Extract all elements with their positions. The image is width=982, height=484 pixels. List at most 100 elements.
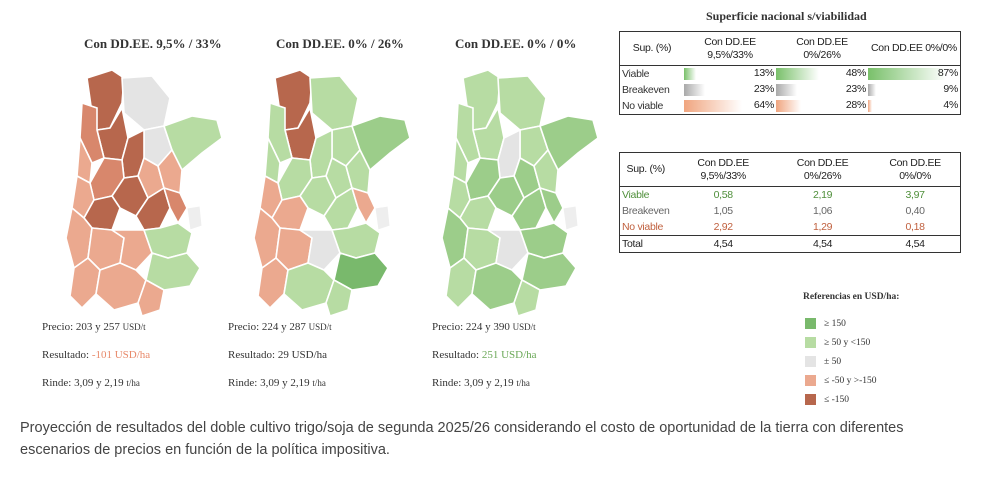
map-region-16 [162,186,188,225]
map-stats-1: Precio: 203 y 257 USD/t Resultado: -101 … [42,321,151,389]
map-title-1: Con DD.EE. 9,5% / 33% [84,36,222,51]
table2-cell: 0,40 [905,205,925,217]
map-neighbor [186,205,203,231]
table1-bar-cell: 48% [776,66,868,83]
map-2 [253,69,411,318]
viability-area-table: Sup. (%) Con DD.EE 9,5%/33% Con DD.EE 0%… [619,152,961,253]
table2-cell: 4,54 [905,238,925,250]
legend-label: ≤ -150 [824,394,850,405]
table2-col-1: Con DD.EE 9,5%/33% [697,157,749,182]
legend-item: ≤ -50 y >-150 [805,371,877,390]
map-region-2 [121,75,171,131]
legend-swatch [805,337,816,348]
legend-label: ≤ -50 y >-150 [824,375,877,386]
map-region-2 [309,75,359,131]
legend-item: ≥ 150 [805,314,877,333]
table1-bar-value: 48% [845,67,866,79]
table1-bar [776,100,802,112]
table2-row-label: Viable [622,189,650,201]
legend-title: Referencias en USD/ha: [803,292,900,302]
table2-cell: 1,06 [812,205,833,217]
table1-bar-value: 23% [845,83,866,95]
table1-bar-value: 64% [753,99,774,111]
map-3 [441,69,599,318]
legend-swatch [805,394,816,405]
table1-bar-cell: 64% [684,98,776,115]
map-stats-3: Precio: 224 y 390 USD/t Resultado: 251 U… [432,321,537,389]
legend-label: ± 50 [824,356,842,367]
table1-bar-cell: 87% [868,66,961,83]
map-title-3: Con DD.EE. 0% / 0% [455,36,577,51]
table2-cell: 3,97 [905,189,925,201]
table1-bar [868,84,877,96]
table1-bar [684,100,742,112]
legend: ≥ 150 ≥ 50 y <150 ± 50 ≤ -50 y >-150 ≤ -150 [805,314,877,409]
table1-row: Viable 13% 48% 87% [620,66,961,83]
table1-bar [684,84,705,96]
table1-bar-cell: 13% [684,66,776,83]
table1-bar-cell: 23% [776,82,868,98]
legend-label: ≥ 150 [824,318,846,329]
map-region-16 [538,186,564,225]
legend-swatch [805,375,816,386]
table2-row-label: No viable [622,221,664,233]
table2-row: Viable 0,58 2,19 3,97 [620,187,961,204]
resultado-value-1: -101 USD/ha [91,349,151,361]
table1-bar [776,68,820,80]
map-title-2: Con DD.EE. 0% / 26% [276,36,404,51]
table-title: Superficie nacional s/viabilidad [706,9,867,23]
table1-bar-value: 13% [753,67,774,79]
table2-row: Breakeven 1,05 1,06 0,40 [620,203,961,219]
table1-col-1: Con DD.EE 9,5%/33% [704,36,756,61]
table2-cell: 1,29 [812,221,833,233]
table1-bar-value: 9% [943,83,958,95]
table1-bar-cell: 9% [868,82,961,98]
table1-header-label: Sup. (%) [632,42,672,55]
map-region-24 [137,278,165,318]
table1-bar [868,68,947,80]
table2-cell: 0,18 [905,221,925,233]
map-region-16 [350,186,376,225]
table2-cell: 0,58 [713,189,734,201]
resultado-value-3: 251 USD/ha [481,349,537,361]
table2-cell: 4,54 [812,238,833,250]
table1-bar-value: 28% [845,99,866,111]
viability-percent-table: Sup. (%) Con DD.EE 9,5%/33% Con DD.EE 0%… [619,31,961,115]
table2-total-row: Total 4,54 4,54 4,54 [619,235,961,253]
table1-bar [684,68,696,80]
map-region-24 [325,278,353,318]
table1-row: Breakeven 23% 23% 9% [620,82,961,98]
legend-item: ± 50 [805,352,877,371]
table1-bar-cell: 28% [776,98,868,115]
resultado-value-2: 29 USD/ha [277,349,328,361]
table2-header-label: Sup. (%) [626,163,666,176]
table1-bar-cell: 23% [684,82,776,98]
table1-col-3: Con DD.EE 0%/0% [871,42,957,55]
legend-swatch [805,318,816,329]
map-stats-2: Precio: 224 y 287 USD/t Resultado: 29 US… [228,321,332,389]
map-neighbor [562,205,579,231]
legend-item: ≥ 50 y <150 [805,333,877,352]
table1-bar-value: 4% [943,99,958,111]
table1-row-label: Breakeven [622,84,670,96]
table1-bar [868,100,872,112]
table1-bar [776,84,797,96]
table2-col-2: Con DD.EE 0%/26% [796,157,849,182]
figure-caption: Proyección de resultados del doble culti… [20,420,904,458]
table1-row: No viable 64% 28% 4% [620,98,961,115]
map-region-2 [497,75,547,131]
table2-cell: 4,54 [713,238,734,250]
table2-cell: 2,19 [812,189,833,201]
table2-row-label: Breakeven [622,205,670,217]
legend-label: ≥ 50 y <150 [824,337,871,348]
table2-col-3: Con DD.EE 0%/0% [889,157,941,182]
table1-col-2: Con DD.EE 0%/26% [796,36,848,61]
map-region-24 [513,278,541,318]
table2-row: No viable 2,92 1,29 0,18 [620,219,961,236]
table2-cell: 2,92 [713,221,734,233]
table1-bar-cell: 4% [868,98,961,115]
table1-bar-value: 23% [753,83,774,95]
table1-bar-value: 87% [937,67,958,79]
map-1 [65,69,223,318]
map-neighbor [374,205,391,231]
